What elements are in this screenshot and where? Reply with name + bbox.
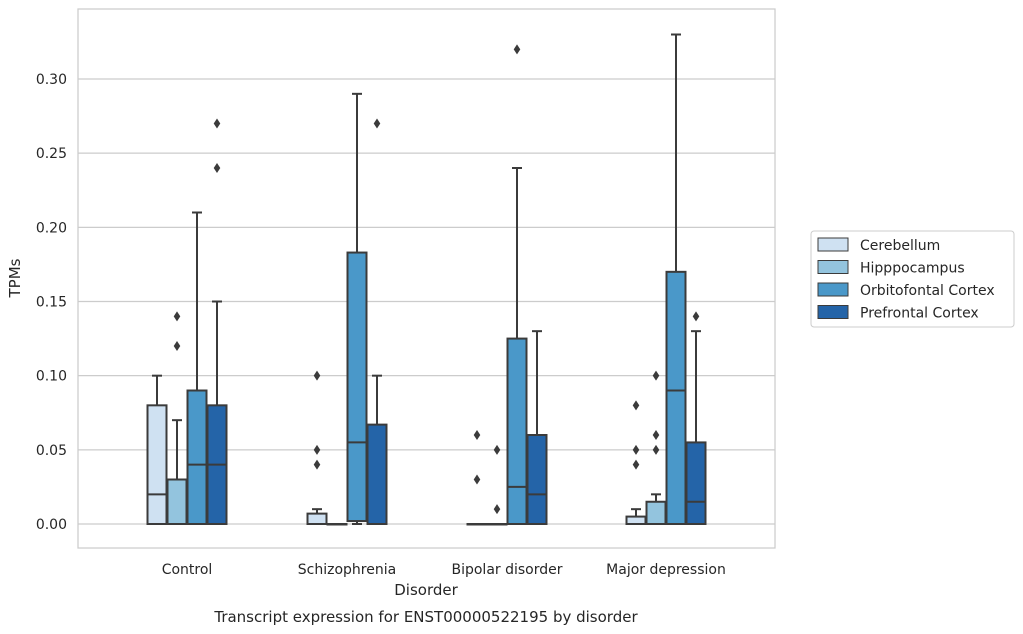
outlier-point <box>652 444 660 455</box>
x-tick-label: Control <box>162 562 213 578</box>
outlier-point <box>473 430 481 440</box>
legend-swatch <box>817 282 849 297</box>
legend-frame <box>810 230 1015 328</box>
outlier-point <box>692 311 700 322</box>
legend: Cerebellum Hipppocampus Orbitofontal Corte… <box>810 230 1015 328</box>
box <box>186 389 208 525</box>
box-group <box>625 400 647 525</box>
y-tick-labels: 0.00 0.05 0.10 0.15 0.20 0.25 0.30 <box>36 72 67 533</box>
box-group <box>326 523 348 526</box>
y-tick-label: 0.25 <box>36 146 67 162</box>
outlier-point <box>313 444 321 455</box>
x-tick-label: Schizophrenia <box>298 562 396 578</box>
box <box>526 434 548 525</box>
box <box>366 423 388 525</box>
legend-label: Hipppocampus <box>860 261 965 277</box>
x-tick-labels: Control Schizophrenia Bipolar disorder Majo… <box>162 562 726 578</box>
box-group <box>665 33 687 526</box>
outlier-point <box>173 311 181 322</box>
box-group <box>685 311 707 525</box>
outlier-point <box>513 44 521 55</box>
outlier-point <box>313 459 321 470</box>
box <box>146 404 168 526</box>
plot-frame <box>77 8 776 549</box>
outlier-point <box>173 341 181 351</box>
chart-caption: Transcript expression for ENST0000052219… <box>213 608 638 626</box>
box-group <box>506 44 528 526</box>
box-group <box>466 430 488 526</box>
legend-swatch <box>817 260 849 274</box>
x-tick-label: Bipolar disorder <box>451 562 562 578</box>
legend-label: Prefrontal Cortex <box>860 306 979 322</box>
outlier-point <box>213 163 221 173</box>
outlier-point <box>632 444 640 455</box>
box-group <box>645 370 667 525</box>
box <box>625 515 647 525</box>
box-group <box>346 92 368 525</box>
box <box>166 478 188 525</box>
outlier-point <box>213 118 221 129</box>
outlier-point <box>313 370 321 381</box>
box-group <box>366 118 388 525</box>
box <box>506 337 528 526</box>
outlier-point <box>632 459 640 470</box>
outlier-point <box>652 370 660 381</box>
box-group <box>186 211 208 525</box>
box-group <box>486 444 508 526</box>
y-axis-title: TPMs <box>6 258 24 298</box>
y-tick-label: 0.15 <box>36 295 67 311</box>
legend-label: Cerebellum <box>860 238 940 254</box>
box-group <box>166 311 188 525</box>
legend-label: Orbitofontal Cortex <box>860 283 995 299</box>
y-tick-label: 0.10 <box>36 369 67 385</box>
y-tick-label: 0.00 <box>36 517 67 533</box>
legend-swatch <box>817 305 849 319</box>
outlier-point <box>373 118 381 129</box>
box <box>346 251 368 523</box>
legend-swatch <box>817 237 849 252</box>
box-group <box>206 118 228 526</box>
y-tick-label: 0.30 <box>36 72 67 88</box>
outlier-point <box>652 430 660 440</box>
box-group <box>526 330 548 525</box>
box <box>665 270 687 526</box>
y-tick-label: 0.05 <box>36 443 67 459</box>
outlier-point <box>493 504 501 515</box>
box <box>645 500 667 525</box>
box-group <box>146 374 168 526</box>
y-tick-label: 0.20 <box>36 220 67 236</box>
outlier-point <box>493 444 501 455</box>
x-axis-title: Disorder <box>394 581 458 599</box>
box <box>306 512 328 525</box>
box <box>685 441 707 525</box>
box-group <box>306 370 328 525</box>
boxes <box>146 33 707 526</box>
outlier-point <box>632 400 640 411</box>
x-tick-label: Major depression <box>606 562 726 578</box>
outlier-point <box>473 474 481 485</box>
